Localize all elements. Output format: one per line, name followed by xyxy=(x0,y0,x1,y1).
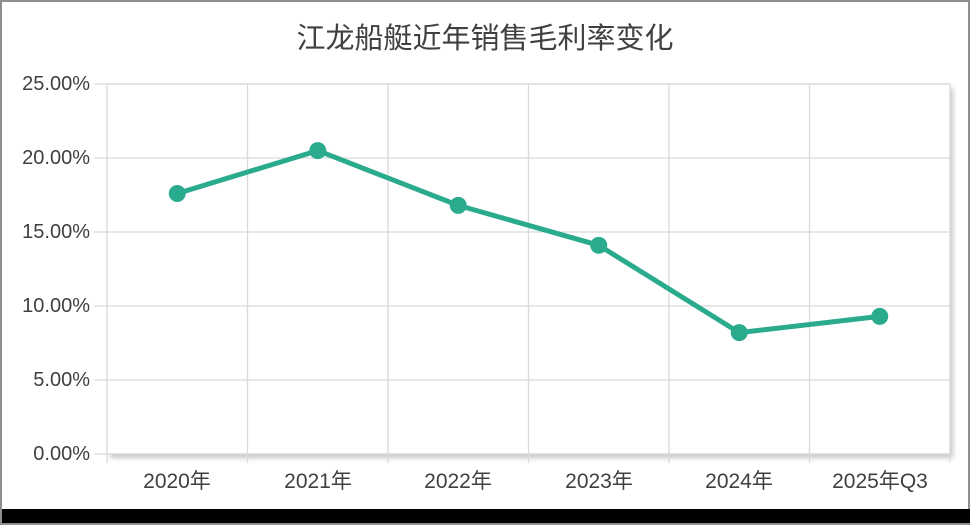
data-point-marker xyxy=(309,142,327,160)
y-axis-tick-label: 5.00% xyxy=(33,369,90,391)
series-line xyxy=(174,148,883,336)
x-axis-tick-label: 2024年 xyxy=(705,470,773,493)
x-axis-tick-label: 2021年 xyxy=(284,470,352,493)
plot-border xyxy=(106,83,951,455)
x-axis-tick-label: 2022年 xyxy=(424,470,492,493)
y-axis-tick-label: 15.00% xyxy=(22,221,90,243)
data-point-marker xyxy=(168,185,186,203)
data-point-marker xyxy=(730,324,748,342)
y-axis-tick-label: 10.00% xyxy=(22,295,90,317)
data-point-marker xyxy=(449,196,467,214)
y-axis-tick-label: 0.00% xyxy=(33,443,90,465)
x-axis-tick-label: 2025年Q3 xyxy=(832,470,928,493)
bottom-black-bar xyxy=(2,509,970,523)
x-axis-tick-label: 2023年 xyxy=(565,470,633,493)
chart-title: 江龙船艇近年销售毛利率变化 xyxy=(296,23,674,55)
x-axis-tick-label: 2020年 xyxy=(143,470,211,493)
y-axis-tick-label: 25.00% xyxy=(22,73,90,95)
y-axis-tick-label: 20.00% xyxy=(22,147,90,169)
data-point-marker xyxy=(871,307,889,325)
data-point-marker xyxy=(590,236,608,254)
